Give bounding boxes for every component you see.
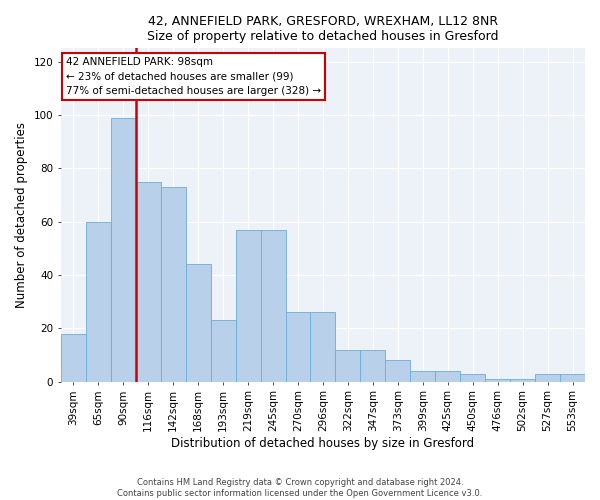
Bar: [161, 187, 186, 382]
Bar: [485, 379, 510, 382]
Bar: [385, 360, 410, 382]
Bar: [510, 379, 535, 382]
Bar: [410, 371, 435, 382]
Text: Contains HM Land Registry data © Crown copyright and database right 2024.
Contai: Contains HM Land Registry data © Crown c…: [118, 478, 482, 498]
X-axis label: Distribution of detached houses by size in Gresford: Distribution of detached houses by size …: [172, 437, 475, 450]
Bar: [86, 222, 111, 382]
Bar: [310, 312, 335, 382]
Bar: [211, 320, 236, 382]
Text: 42 ANNEFIELD PARK: 98sqm
← 23% of detached houses are smaller (99)
77% of semi-d: 42 ANNEFIELD PARK: 98sqm ← 23% of detach…: [66, 56, 322, 96]
Bar: [61, 334, 86, 382]
Bar: [186, 264, 211, 382]
Bar: [136, 182, 161, 382]
Bar: [560, 374, 585, 382]
Bar: [260, 230, 286, 382]
Bar: [286, 312, 310, 382]
Bar: [435, 371, 460, 382]
Y-axis label: Number of detached properties: Number of detached properties: [15, 122, 28, 308]
Bar: [236, 230, 260, 382]
Bar: [335, 350, 361, 382]
Bar: [460, 374, 485, 382]
Bar: [535, 374, 560, 382]
Bar: [111, 118, 136, 382]
Title: 42, ANNEFIELD PARK, GRESFORD, WREXHAM, LL12 8NR
Size of property relative to det: 42, ANNEFIELD PARK, GRESFORD, WREXHAM, L…: [147, 15, 499, 43]
Bar: [361, 350, 385, 382]
